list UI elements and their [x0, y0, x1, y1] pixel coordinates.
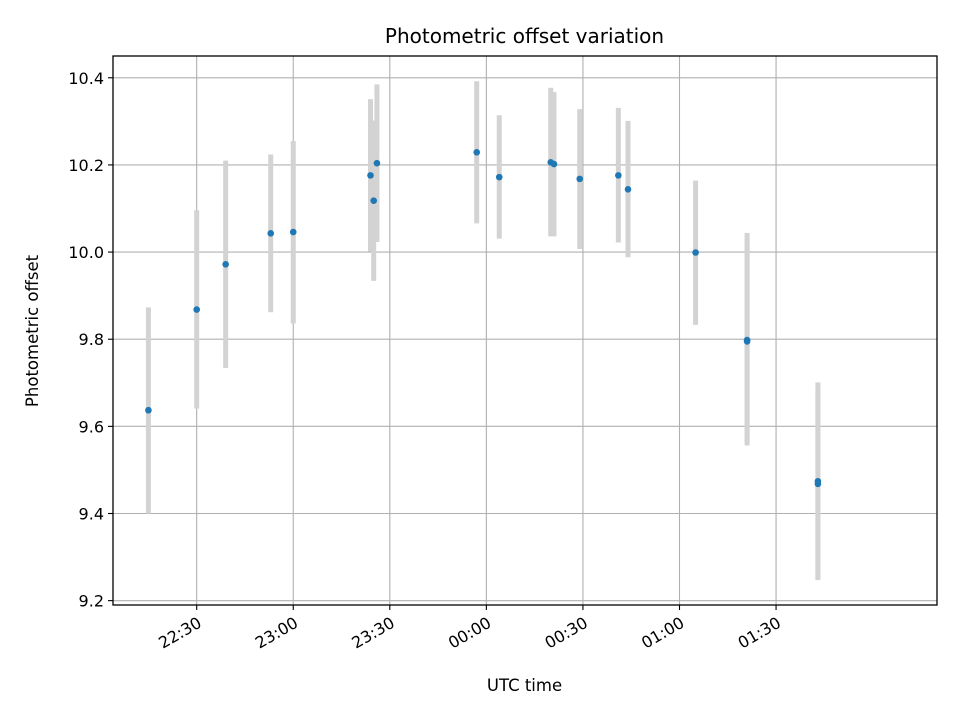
data-point [145, 406, 152, 414]
y-axis-label: Photometric offset [23, 254, 42, 407]
data-point [576, 175, 584, 183]
y-tick-label: 10.2 [68, 156, 104, 175]
data-point [814, 480, 822, 488]
data-point [624, 186, 632, 193]
x-axis-label: UTC time [487, 676, 562, 695]
y-tick-label: 9.2 [79, 592, 104, 611]
data-point [370, 197, 378, 204]
y-tick-label: 9.4 [79, 505, 104, 524]
data-point [222, 260, 229, 268]
y-tick-label: 9.6 [79, 417, 104, 436]
grid-lines [113, 56, 937, 605]
data-point [193, 306, 200, 313]
data-point [743, 338, 751, 345]
data-point [550, 160, 558, 168]
data-point [495, 173, 503, 181]
chart-title: Photometric offset variation [385, 24, 664, 48]
y-tick-label: 10.4 [68, 69, 104, 88]
y-tick-label: 10.0 [68, 243, 104, 262]
y-tick-label: 9.8 [79, 330, 104, 349]
data-point [615, 172, 622, 179]
data-points [145, 148, 822, 488]
data-point [473, 148, 481, 156]
plot-area [113, 56, 937, 605]
data-point [692, 249, 699, 256]
plot-frame [112, 55, 938, 606]
data-point [367, 172, 374, 179]
data-point [267, 230, 275, 237]
y-axis-ticks: 9.2 9.4 9.6 9.8 10.0 10.2 10.4 [68, 69, 113, 611]
data-point [373, 159, 381, 167]
data-point [289, 228, 297, 236]
